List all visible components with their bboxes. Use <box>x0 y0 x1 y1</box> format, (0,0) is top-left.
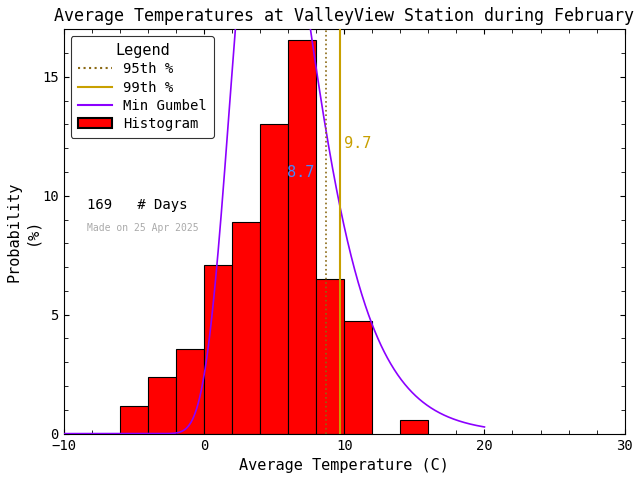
Bar <box>344 321 372 433</box>
Bar <box>120 406 148 433</box>
Legend: 95th %, 99th %, Min Gumbel, Histogram: 95th %, 99th %, Min Gumbel, Histogram <box>70 36 214 138</box>
Bar <box>316 279 344 433</box>
Bar <box>400 420 428 433</box>
Y-axis label: Probability
(%): Probability (%) <box>7 181 39 282</box>
Bar <box>148 377 176 433</box>
X-axis label: Average Temperature (C): Average Temperature (C) <box>239 458 449 473</box>
Text: 8.7: 8.7 <box>287 165 314 180</box>
Text: Made on 25 Apr 2025: Made on 25 Apr 2025 <box>87 224 199 233</box>
Bar <box>260 124 288 433</box>
Bar <box>176 349 204 433</box>
Bar <box>288 39 316 433</box>
Title: Average Temperatures at ValleyView Station during February: Average Temperatures at ValleyView Stati… <box>54 7 634 25</box>
Text: 169   # Days: 169 # Days <box>87 198 188 212</box>
Text: 9.7: 9.7 <box>344 136 371 151</box>
Bar <box>204 265 232 433</box>
Bar <box>232 222 260 433</box>
